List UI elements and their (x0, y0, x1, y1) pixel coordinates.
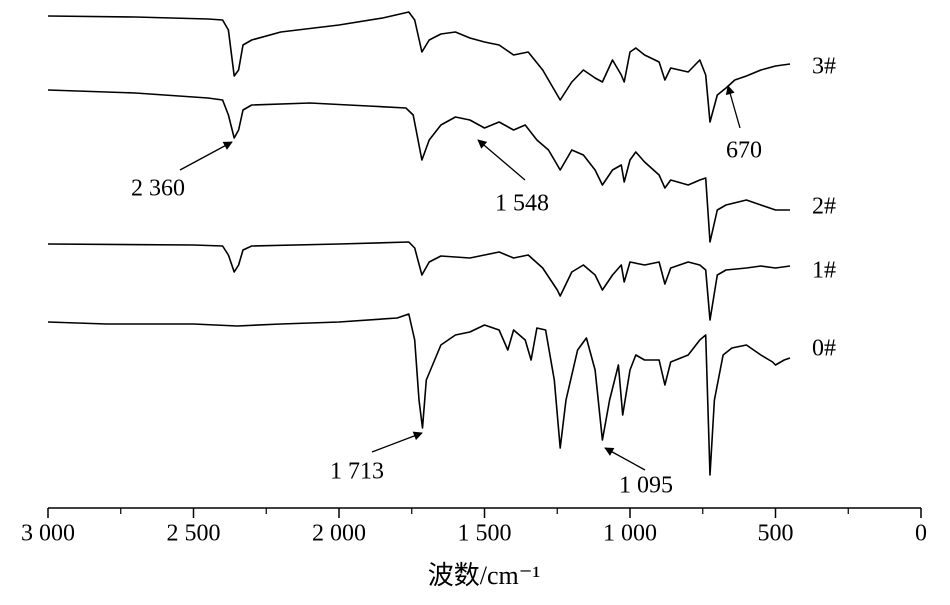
annotation: 1 713 (330, 459, 384, 485)
annotation-arrow (477, 139, 526, 181)
series-label: 0# (812, 336, 836, 362)
series-label: 1# (812, 258, 836, 284)
annotation-arrow (604, 447, 646, 471)
annotation-arrow (725, 85, 741, 129)
annotation-arrow (371, 431, 423, 453)
x-axis-label: 波数/cm⁻¹ (428, 561, 541, 590)
annotation: 1 095 (619, 473, 673, 499)
x-tick-label: 500 (758, 521, 794, 547)
spectrum-line (47, 11, 791, 123)
annotation: 670 (726, 138, 762, 164)
series-label: 2# (812, 194, 836, 220)
spectrum-line (47, 89, 790, 243)
spectrum-line (47, 241, 791, 321)
annotation: 2 360 (131, 176, 185, 202)
spectrum-line (47, 313, 791, 476)
x-tick-label: 3 000 (21, 521, 75, 547)
x-tick-label: 1 000 (603, 521, 657, 547)
x-tick-label: 0 (915, 521, 927, 547)
series-label: 3# (812, 54, 836, 80)
annotation-arrow (179, 141, 233, 171)
x-tick-label: 1 500 (458, 521, 512, 547)
x-tick-label: 2 500 (167, 521, 221, 547)
annotation: 1 548 (495, 191, 549, 217)
x-tick-label: 2 000 (312, 521, 366, 547)
